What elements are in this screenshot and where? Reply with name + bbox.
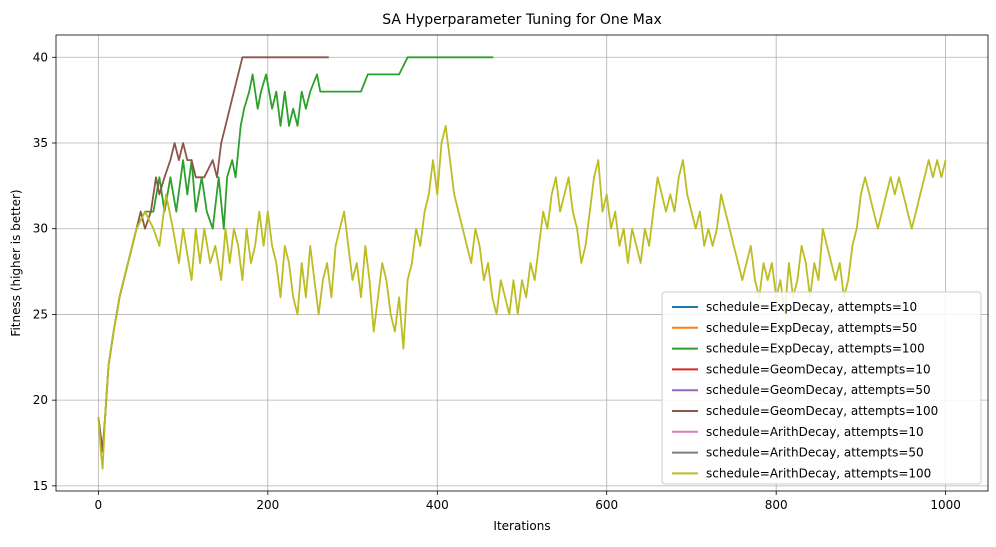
x-axis-label: Iterations <box>493 519 550 533</box>
legend-entry: schedule=ArithDecay, attempts=100 <box>706 466 931 480</box>
y-tick-label: 25 <box>33 307 48 321</box>
legend-entry: schedule=GeomDecay, attempts=50 <box>706 383 931 397</box>
legend-entry: schedule=ArithDecay, attempts=10 <box>706 425 924 439</box>
chart-title: SA Hyperparameter Tuning for One Max <box>382 12 661 28</box>
y-tick-label: 20 <box>33 393 48 407</box>
legend-entry: schedule=ArithDecay, attempts=50 <box>706 446 924 460</box>
legend-entry: schedule=ExpDecay, attempts=50 <box>706 321 917 335</box>
gridlines <box>56 35 988 491</box>
y-tick-label: 40 <box>33 50 48 64</box>
x-tick-label: 400 <box>426 498 449 512</box>
x-tick-label: 200 <box>256 498 279 512</box>
x-ticks: 0 200 400 600 800 1000 <box>95 491 961 512</box>
legend-box <box>661 291 982 485</box>
legend-entry: schedule=GeomDecay, attempts=100 <box>706 404 938 418</box>
y-ticks: 15 20 25 30 35 40 <box>33 50 56 493</box>
y-tick-label: 35 <box>33 136 48 150</box>
x-tick-label: 0 <box>95 498 103 512</box>
legend-entry: schedule=GeomDecay, attempts=10 <box>706 362 931 376</box>
y-axis-label: Fitness (higher is better) <box>9 189 23 336</box>
plot-frame <box>55 34 989 492</box>
x-tick-label: 800 <box>765 498 788 512</box>
legend: schedule=ExpDecay, attempts=10 schedule=E… <box>661 291 982 485</box>
legend-entry: schedule=ExpDecay, attempts=100 <box>706 342 925 356</box>
series-line-2 <box>97 56 494 453</box>
y-tick-label: 30 <box>33 222 48 236</box>
x-tick-label: 600 <box>595 498 618 512</box>
legend-entry: schedule=ExpDecay, attempts=10 <box>706 300 917 314</box>
x-tick-label: 1000 <box>930 498 961 512</box>
y-tick-label: 15 <box>33 479 48 493</box>
